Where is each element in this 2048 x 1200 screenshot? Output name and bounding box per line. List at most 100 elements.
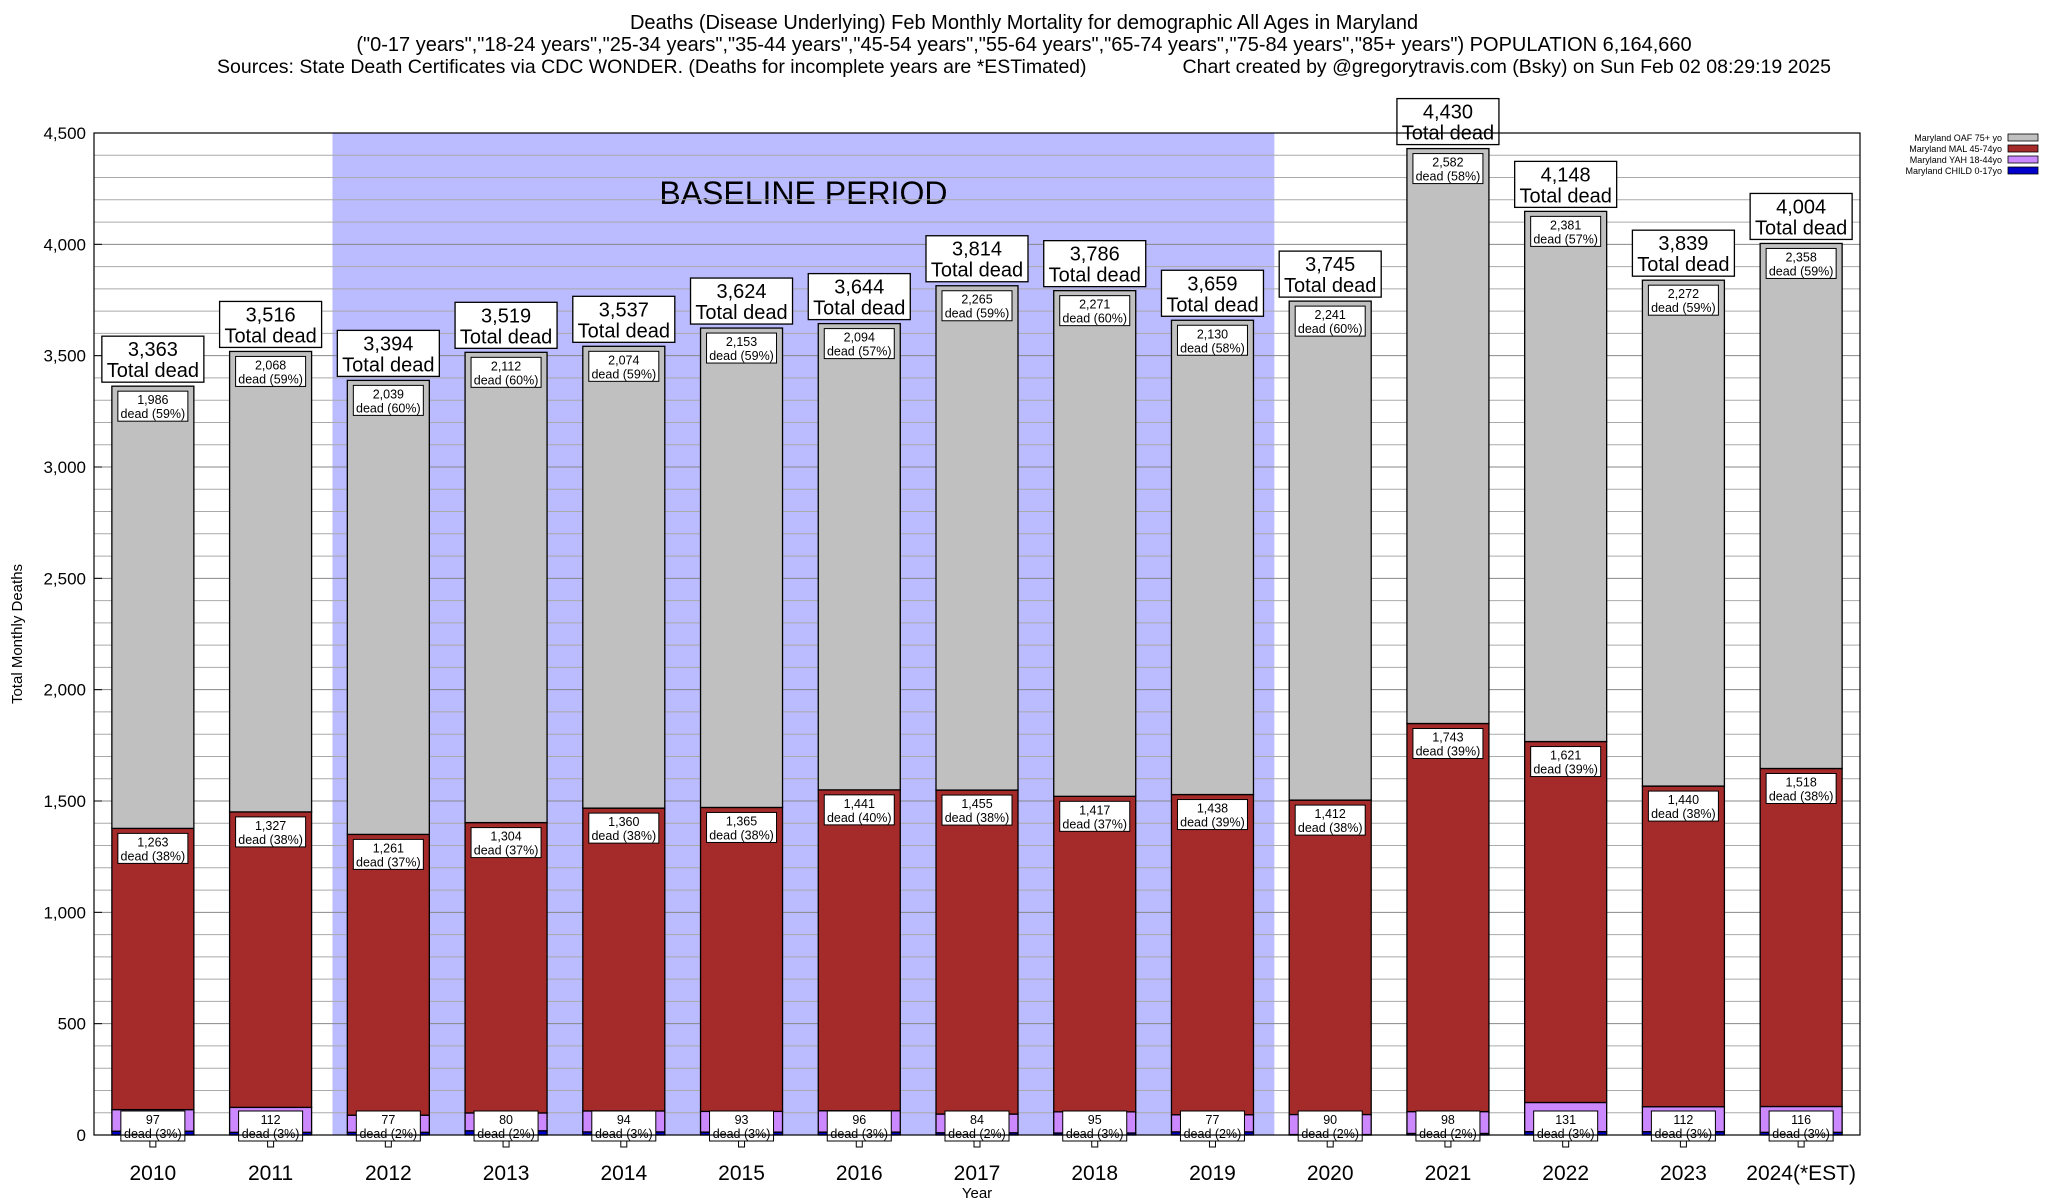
total-label-box [807,272,911,321]
segment-pct-label: dead (59%) [1651,301,1716,315]
segment-value-label: 2,381 [1550,218,1581,232]
total-value: 4,004 [1776,196,1826,218]
segment-pct-label: dead (59%) [709,349,774,363]
segment-value-label: 1,518 [1785,775,1816,789]
segment-label-box [1768,1110,1834,1142]
segment-pct-label: dead (2%) [1301,1127,1359,1141]
total-suffix: Total dead [342,354,434,376]
legend-swatch [2007,133,2039,142]
y-tick-label: 2,000 [43,681,86,700]
segment-value-label: 112 [1673,1113,1693,1127]
segment-label-box [941,794,1013,826]
child-marker [1797,1140,1805,1148]
chart-credit: Chart created by @gregorytravis.com (Bsk… [1182,56,1831,78]
segment-value-label: 1,986 [137,393,168,407]
segment-label-box [1412,728,1484,760]
total-suffix: Total dead [1284,275,1376,297]
segment-value-label: 1,455 [961,797,992,811]
segment-pct-label: dead (38%) [1769,789,1834,803]
total-value: 3,814 [952,239,1002,261]
segment-label-box [823,328,895,360]
segment-label-box [1765,772,1837,804]
legend-swatch [2007,155,2039,164]
total-label-box [1043,239,1147,288]
bar-segment [464,821,548,1114]
segment-label-box [1179,1110,1245,1142]
total-label-box [1396,97,1500,146]
segment-value-label: 1,412 [1315,807,1346,821]
total-suffix: Total dead [1520,185,1612,207]
segment-value-label: 1,360 [608,815,639,829]
x-tick-label: 2021 [1425,1162,1472,1185]
segment-label-box [826,1110,892,1142]
x-tick-label: 2020 [1307,1162,1354,1185]
total-label-box [218,300,323,349]
child-marker [1562,1140,1570,1148]
segment-pct-label: dead (57%) [827,345,892,359]
segment-value-label: 112 [261,1113,281,1127]
segment-pct-label: dead (58%) [1180,341,1245,355]
segment-label-box [944,1110,1010,1142]
child-marker [267,1140,275,1148]
segment-label-box [706,811,778,843]
segment-label-box [235,816,307,848]
segment-pct-label: dead (59%) [945,307,1010,321]
bar-segment [1053,795,1137,1113]
bar-segment [582,807,666,1112]
segment-label-box [352,384,424,416]
segment-value-label: 80 [499,1113,513,1127]
x-axis-title: Year [962,1185,992,1200]
bar-segment [1288,799,1372,1116]
y-tick-label: 0 [77,1126,86,1145]
segment-pct-label: dead (2%) [1184,1127,1242,1141]
chart-sources-line: Sources: State Death Certificates via CD… [0,56,2048,78]
segment-pct-label: dead (39%) [1416,745,1481,759]
segment-value-label: 77 [1206,1113,1220,1127]
segment-pct-label: dead (3%) [595,1127,653,1141]
segment-pct-label: dead (2%) [948,1127,1006,1141]
segment-label-box [470,356,542,388]
total-label-box [925,235,1029,283]
total-value: 3,624 [717,281,767,303]
total-suffix: Total dead [107,360,199,382]
child-marker [384,1140,392,1148]
segment-label-box [355,1110,421,1142]
segment-pct-label: dead (37%) [356,855,421,869]
x-tick-label: 2013 [483,1162,530,1185]
segment-value-label: 1,263 [137,835,168,849]
bar-segment [1759,242,1843,770]
total-value: 3,394 [363,333,413,355]
segment-value-label: 95 [1088,1113,1102,1127]
segment-label-box [1059,295,1131,327]
bar-segment [464,351,548,824]
y-tick-label: 1,500 [43,792,86,811]
chart-sources: Sources: State Death Certificates via CD… [217,56,1087,78]
bar-segment [111,385,195,830]
bar-segment [111,827,195,1111]
legend-label: Maryland OAF 75+ yo [1914,133,2002,143]
